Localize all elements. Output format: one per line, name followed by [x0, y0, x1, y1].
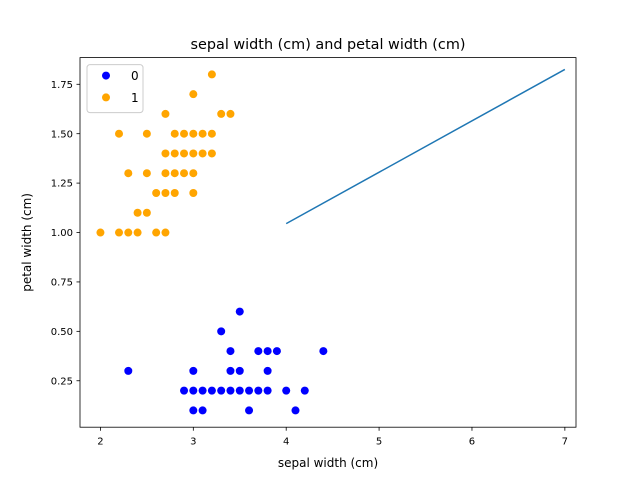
- marks-layer: [96, 68, 566, 415]
- legend-label-series-1: 1: [131, 91, 139, 105]
- data-point-series-1: [226, 109, 235, 118]
- x-tick-label: 5: [376, 437, 382, 448]
- data-point-series-1: [180, 149, 189, 158]
- legend-marker-series-1: [102, 93, 110, 102]
- data-point-series-1: [189, 149, 198, 158]
- data-point-series-1: [189, 188, 198, 197]
- data-point-series-1: [115, 228, 124, 237]
- data-point-series-1: [189, 169, 198, 178]
- data-point-series-1: [161, 228, 170, 237]
- data-point-series-0: [235, 386, 244, 395]
- data-point-series-1: [207, 149, 216, 158]
- data-point-series-0: [254, 347, 263, 356]
- data-point-series-0: [235, 366, 244, 375]
- data-point-series-1: [142, 169, 151, 178]
- x-tick-label: 6: [469, 437, 475, 448]
- data-point-series-0: [207, 386, 216, 395]
- y-tick-label: 1.00: [51, 228, 73, 239]
- x-tick-label: 2: [97, 437, 103, 448]
- data-point-series-1: [170, 169, 179, 178]
- y-tick-label: 1.50: [51, 129, 73, 140]
- data-point-series-1: [170, 149, 179, 158]
- data-point-series-1: [207, 70, 216, 79]
- data-point-series-1: [142, 129, 151, 138]
- data-point-series-1: [198, 129, 207, 138]
- x-tick-label: 3: [190, 437, 196, 448]
- y-axis-label: petal width (cm): [20, 193, 34, 292]
- data-point-series-0: [189, 366, 198, 375]
- legend-box: [86, 64, 144, 114]
- data-point-series-1: [217, 109, 226, 118]
- data-point-series-1: [152, 228, 161, 237]
- data-point-series-0: [180, 386, 189, 395]
- y-axis-ticks: 0.25 0.50 0.75 1.00 1.25 1.50 1.75: [51, 80, 80, 387]
- data-point-series-1: [170, 129, 179, 138]
- data-point-series-0: [235, 307, 244, 316]
- x-tick-label: 7: [562, 437, 568, 448]
- data-point-series-0: [226, 386, 235, 395]
- data-point-series-1: [142, 208, 151, 217]
- data-point-series-0: [189, 386, 198, 395]
- data-point-series-1: [161, 109, 170, 118]
- data-point-series-0: [300, 386, 309, 395]
- data-point-series-1: [189, 129, 198, 138]
- data-point-series-1: [133, 228, 142, 237]
- data-point-series-1: [96, 228, 105, 237]
- data-point-series-0: [263, 347, 272, 356]
- data-point-series-1: [152, 188, 161, 197]
- data-point-series-0: [226, 347, 235, 356]
- data-point-series-1: [115, 129, 124, 138]
- y-tick-label: 0.75: [51, 278, 73, 289]
- data-point-series-1: [198, 149, 207, 158]
- data-point-series-0: [198, 386, 207, 395]
- data-point-series-0: [217, 386, 226, 395]
- data-point-series-1: [180, 169, 189, 178]
- y-tick-label: 1.25: [51, 179, 73, 190]
- x-axis-label: sepal width (cm): [278, 456, 378, 470]
- data-point-series-0: [226, 366, 235, 375]
- trend-line: [285, 68, 566, 225]
- data-point-series-0: [217, 327, 226, 336]
- data-point-series-1: [161, 169, 170, 178]
- data-point-series-1: [180, 129, 189, 138]
- data-point-series-1: [161, 188, 170, 197]
- data-point-series-0: [189, 406, 198, 415]
- data-point-series-0: [245, 386, 254, 395]
- data-point-series-0: [245, 406, 254, 415]
- data-point-series-1: [170, 188, 179, 197]
- data-point-series-0: [263, 386, 272, 395]
- data-point-series-1: [133, 208, 142, 217]
- data-point-series-1: [161, 149, 170, 158]
- data-point-series-1: [124, 169, 133, 178]
- x-axis-ticks: 2 3 4 5 6 7: [97, 427, 568, 448]
- data-point-series-1: [189, 90, 198, 99]
- data-point-series-0: [282, 386, 291, 395]
- y-tick-label: 1.75: [51, 80, 73, 91]
- chart-title: sepal width (cm) and petal width (cm): [191, 37, 466, 53]
- data-point-series-0: [254, 386, 263, 395]
- legend-marker-series-0: [102, 71, 110, 80]
- y-tick-label: 0.25: [51, 376, 73, 387]
- data-point-series-0: [263, 366, 272, 375]
- data-point-series-0: [291, 406, 300, 415]
- data-point-series-1: [124, 228, 133, 237]
- legend: 0 1: [86, 64, 144, 114]
- legend-label-series-0: 0: [131, 69, 139, 83]
- data-point-series-0: [272, 347, 281, 356]
- y-tick-label: 0.50: [51, 327, 73, 338]
- data-point-series-0: [319, 347, 328, 356]
- x-tick-label: 4: [283, 437, 289, 448]
- data-point-series-0: [198, 406, 207, 415]
- plot-frame: [79, 57, 577, 428]
- data-point-series-0: [124, 366, 133, 375]
- data-point-series-1: [207, 129, 216, 138]
